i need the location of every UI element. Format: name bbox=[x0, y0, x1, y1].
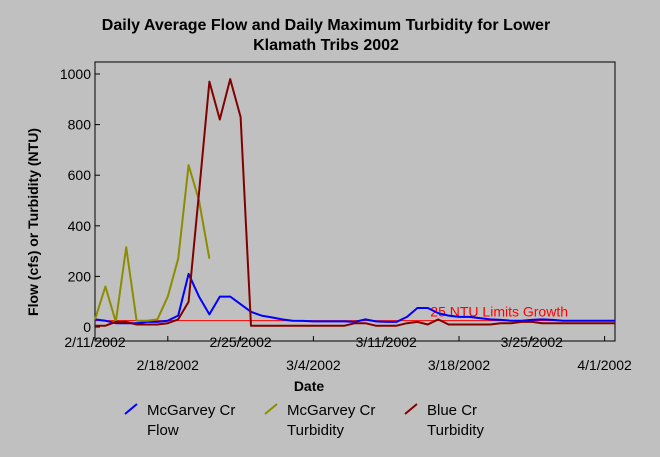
series-line-1 bbox=[94, 164, 211, 323]
x-tick-label: 4/1/2002 bbox=[577, 357, 632, 373]
chart-title-line-1: Daily Average Flow and Daily Maximum Tur… bbox=[102, 17, 550, 34]
x-tick-label: 2/25/2002 bbox=[209, 334, 271, 350]
y-axis-label: Flow (cfs) or Turbidity (NTU) bbox=[25, 128, 41, 316]
x-tick-label: 2/11/2002 bbox=[64, 334, 125, 350]
x-tick-label: 3/25/2002 bbox=[501, 334, 563, 350]
series-lines bbox=[94, 78, 615, 327]
legend-label-line2: Flow bbox=[147, 422, 179, 439]
legend-label-line1: McGarvey Cr bbox=[287, 402, 375, 419]
legend-label-line2: Turbidity bbox=[427, 422, 484, 439]
reference-line-label: 25 NTU Limits Growth bbox=[430, 304, 568, 320]
x-tick-label: 3/11/2002 bbox=[356, 334, 417, 350]
legend-swatch bbox=[124, 403, 138, 415]
plot-frame bbox=[94, 61, 616, 342]
y-tick-label: 400 bbox=[68, 218, 92, 234]
legend-label-line1: Blue Cr bbox=[427, 402, 477, 419]
y-tick-label: 800 bbox=[68, 117, 92, 133]
legend-swatch bbox=[264, 403, 278, 415]
x-tick-label: 3/18/2002 bbox=[428, 357, 490, 373]
x-tick-label: 2/18/2002 bbox=[137, 357, 199, 373]
y-axis: 0 200 400 600 800 1000 bbox=[60, 66, 100, 335]
legend: McGarvey Cr Flow McGarvey Cr Turbidity Blue … bbox=[124, 402, 484, 439]
legend-swatch bbox=[404, 403, 418, 415]
x-tick-label: 3/4/2002 bbox=[286, 357, 341, 373]
y-tick-label: 0 bbox=[83, 319, 91, 335]
y-tick-label: 200 bbox=[68, 268, 92, 284]
chart-title-line-2: Klamath Tribs 2002 bbox=[253, 37, 399, 54]
x-axis-label: Date bbox=[294, 378, 325, 394]
y-tick-label: 1000 bbox=[60, 66, 91, 82]
series-line-0 bbox=[94, 272, 615, 325]
x-axis: 2/11/2002 2/25/2002 3/11/2002 3/25/2002 2/18… bbox=[64, 334, 632, 373]
legend-label-line2: Turbidity bbox=[287, 422, 344, 439]
y-tick-label: 600 bbox=[68, 167, 92, 183]
series-line-2 bbox=[95, 78, 615, 327]
legend-label-line1: McGarvey Cr bbox=[147, 402, 235, 419]
